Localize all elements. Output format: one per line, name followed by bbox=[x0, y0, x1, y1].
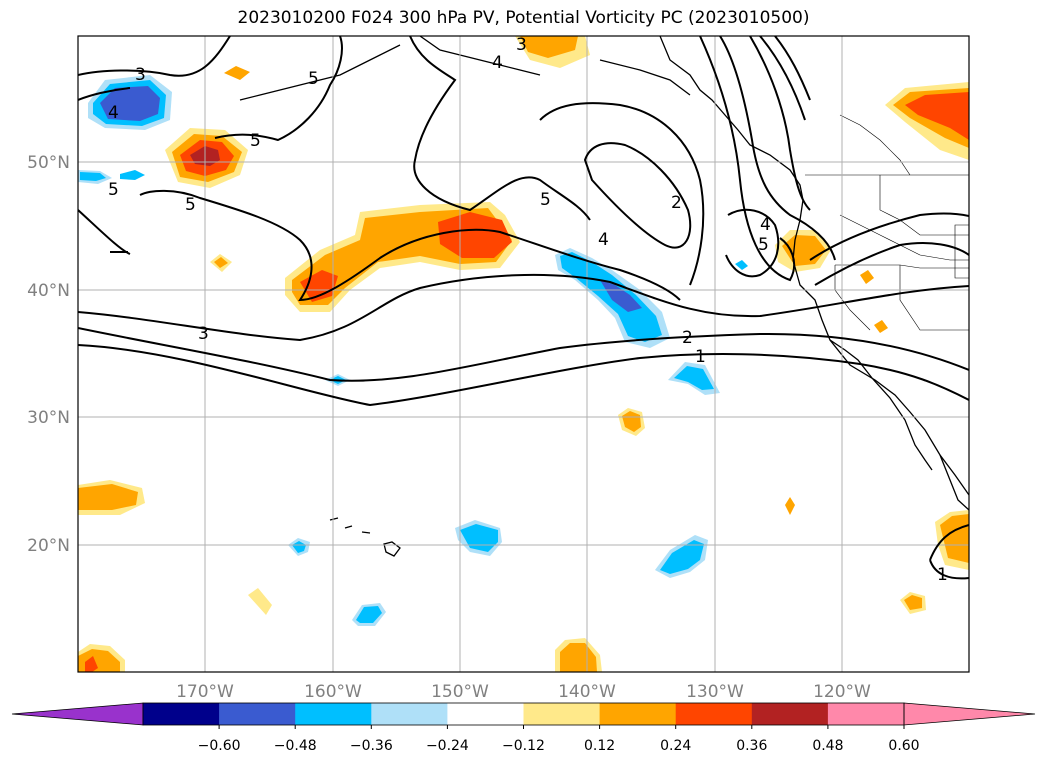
contour-label: 4 bbox=[492, 53, 503, 73]
colorbar-outline bbox=[142, 702, 905, 726]
contour-3-north bbox=[78, 36, 231, 77]
anomaly-small-48n bbox=[120, 170, 145, 180]
colorbar-bin bbox=[523, 703, 601, 725]
coast-north-america bbox=[659, 36, 969, 496]
colorbar-tick-label: −0.48 bbox=[274, 738, 317, 754]
anomaly-small-east-22n bbox=[785, 497, 795, 515]
contour-label: 2 bbox=[682, 328, 693, 348]
contour-labels: 3 4 5 5 5 3 5 2 4 4 5 3 4 5 2 1 1 bbox=[108, 35, 948, 585]
graticule bbox=[78, 36, 969, 672]
colorbar-tick-label: 0.12 bbox=[584, 738, 615, 754]
contour-4-north bbox=[78, 87, 131, 101]
contour-label: 3 bbox=[135, 65, 146, 85]
contour-label: 5 bbox=[758, 235, 769, 255]
colorbar-bin bbox=[599, 703, 677, 725]
anomaly-small-north bbox=[224, 66, 250, 80]
pv-negative-anomalies bbox=[78, 75, 748, 626]
map-frame bbox=[77, 35, 970, 673]
contour-trough-4 bbox=[539, 102, 705, 286]
colorbar-tick-label: 0.24 bbox=[660, 738, 691, 754]
contour-east-4 bbox=[719, 36, 836, 261]
contour-label: 2 bbox=[671, 193, 682, 213]
contour-label: 5 bbox=[185, 195, 196, 215]
contour-label: 5 bbox=[108, 180, 119, 200]
colorbar-min-extend bbox=[11, 702, 144, 726]
lat-label-20n: 20°N bbox=[27, 536, 70, 556]
contour-east-extra-a bbox=[759, 36, 806, 121]
colorbar-tick-label: −0.36 bbox=[350, 738, 393, 754]
colorbar-bin bbox=[827, 703, 905, 725]
colorbar-bin bbox=[219, 703, 296, 725]
anomaly-small-41n-127w bbox=[735, 260, 748, 270]
colorbar-bin bbox=[447, 703, 524, 725]
contour-label: 5 bbox=[308, 69, 319, 89]
chart-title: 2023010200 F024 300 hPa PV, Potential Vo… bbox=[237, 8, 810, 28]
anomaly-small-baja bbox=[874, 320, 888, 333]
lon-label-120w: 120°W bbox=[813, 682, 871, 702]
contour-2 bbox=[78, 327, 969, 382]
contour-label: 1 bbox=[937, 565, 948, 585]
contour-east-ridge bbox=[814, 242, 969, 286]
colorbar-tick-label: −0.24 bbox=[426, 738, 469, 754]
colorbar-tick-label: −0.60 bbox=[198, 738, 241, 754]
lat-label-40n: 40°N bbox=[27, 281, 70, 301]
contour-label: 4 bbox=[598, 230, 609, 250]
lat-label-50n: 50°N bbox=[27, 153, 70, 173]
colorbar-bin bbox=[751, 703, 829, 725]
colorbar-tick-label: 0.36 bbox=[736, 738, 767, 754]
lon-label-150w: 150°W bbox=[431, 682, 489, 702]
hawaii-islands bbox=[329, 517, 401, 557]
colorbar-tick-label: −0.12 bbox=[502, 738, 545, 754]
lat-label-30n: 30°N bbox=[27, 408, 70, 428]
pv-contours bbox=[78, 36, 969, 580]
lon-label-140w: 140°W bbox=[558, 682, 616, 702]
contour-label: 3 bbox=[198, 324, 209, 344]
contour-1-south bbox=[929, 524, 969, 580]
contour-east-ridge-2 bbox=[809, 212, 969, 261]
contour-label: 4 bbox=[760, 215, 771, 235]
colorbar-max-extend bbox=[903, 702, 1036, 726]
contour-1 bbox=[78, 344, 969, 407]
anomaly-15n-165w bbox=[248, 588, 272, 615]
contour-label: 3 bbox=[516, 35, 527, 55]
contour-east-5 bbox=[699, 36, 796, 282]
contour-5-north bbox=[214, 36, 343, 142]
contour-ridge-large bbox=[409, 36, 591, 221]
lon-label-170w: 170°W bbox=[176, 682, 234, 702]
contour-label: 5 bbox=[250, 131, 261, 151]
contour-east-3 bbox=[749, 36, 811, 211]
contour-east-extra-b bbox=[774, 36, 811, 101]
colorbar: −0.60 −0.48 −0.36 −0.24 −0.12 0.12 0.24 0.36 0.4… bbox=[11, 702, 1036, 754]
anomaly-small-ca bbox=[860, 270, 874, 284]
contour-label: 4 bbox=[108, 103, 119, 123]
contour-label: 5 bbox=[540, 190, 551, 210]
coastlines bbox=[239, 36, 969, 557]
colorbar-bin bbox=[295, 703, 372, 725]
contour-label: 1 bbox=[695, 347, 706, 367]
lon-label-130w: 130°W bbox=[686, 682, 744, 702]
contour-east-inner bbox=[725, 208, 780, 278]
contour-3 bbox=[78, 273, 969, 342]
coast-alaska-islands bbox=[419, 36, 691, 96]
lon-label-160w: 160°W bbox=[304, 682, 362, 702]
contour-trough-2 bbox=[583, 142, 692, 249]
colorbar-bin bbox=[675, 703, 753, 725]
colorbar-bin bbox=[371, 703, 448, 725]
coast-baja bbox=[829, 339, 933, 471]
coast-mexico bbox=[939, 454, 969, 511]
latitude-labels: 50°N 40°N 30°N 20°N bbox=[27, 153, 70, 556]
coast-aleutians bbox=[239, 44, 401, 101]
colorbar-tick-label: 0.48 bbox=[812, 738, 843, 754]
longitude-labels: 170°W 160°W 150°W 140°W 130°W 120°W bbox=[176, 682, 871, 702]
colorbar-bin bbox=[143, 703, 220, 725]
colorbar-tick-label: 0.60 bbox=[888, 738, 919, 754]
